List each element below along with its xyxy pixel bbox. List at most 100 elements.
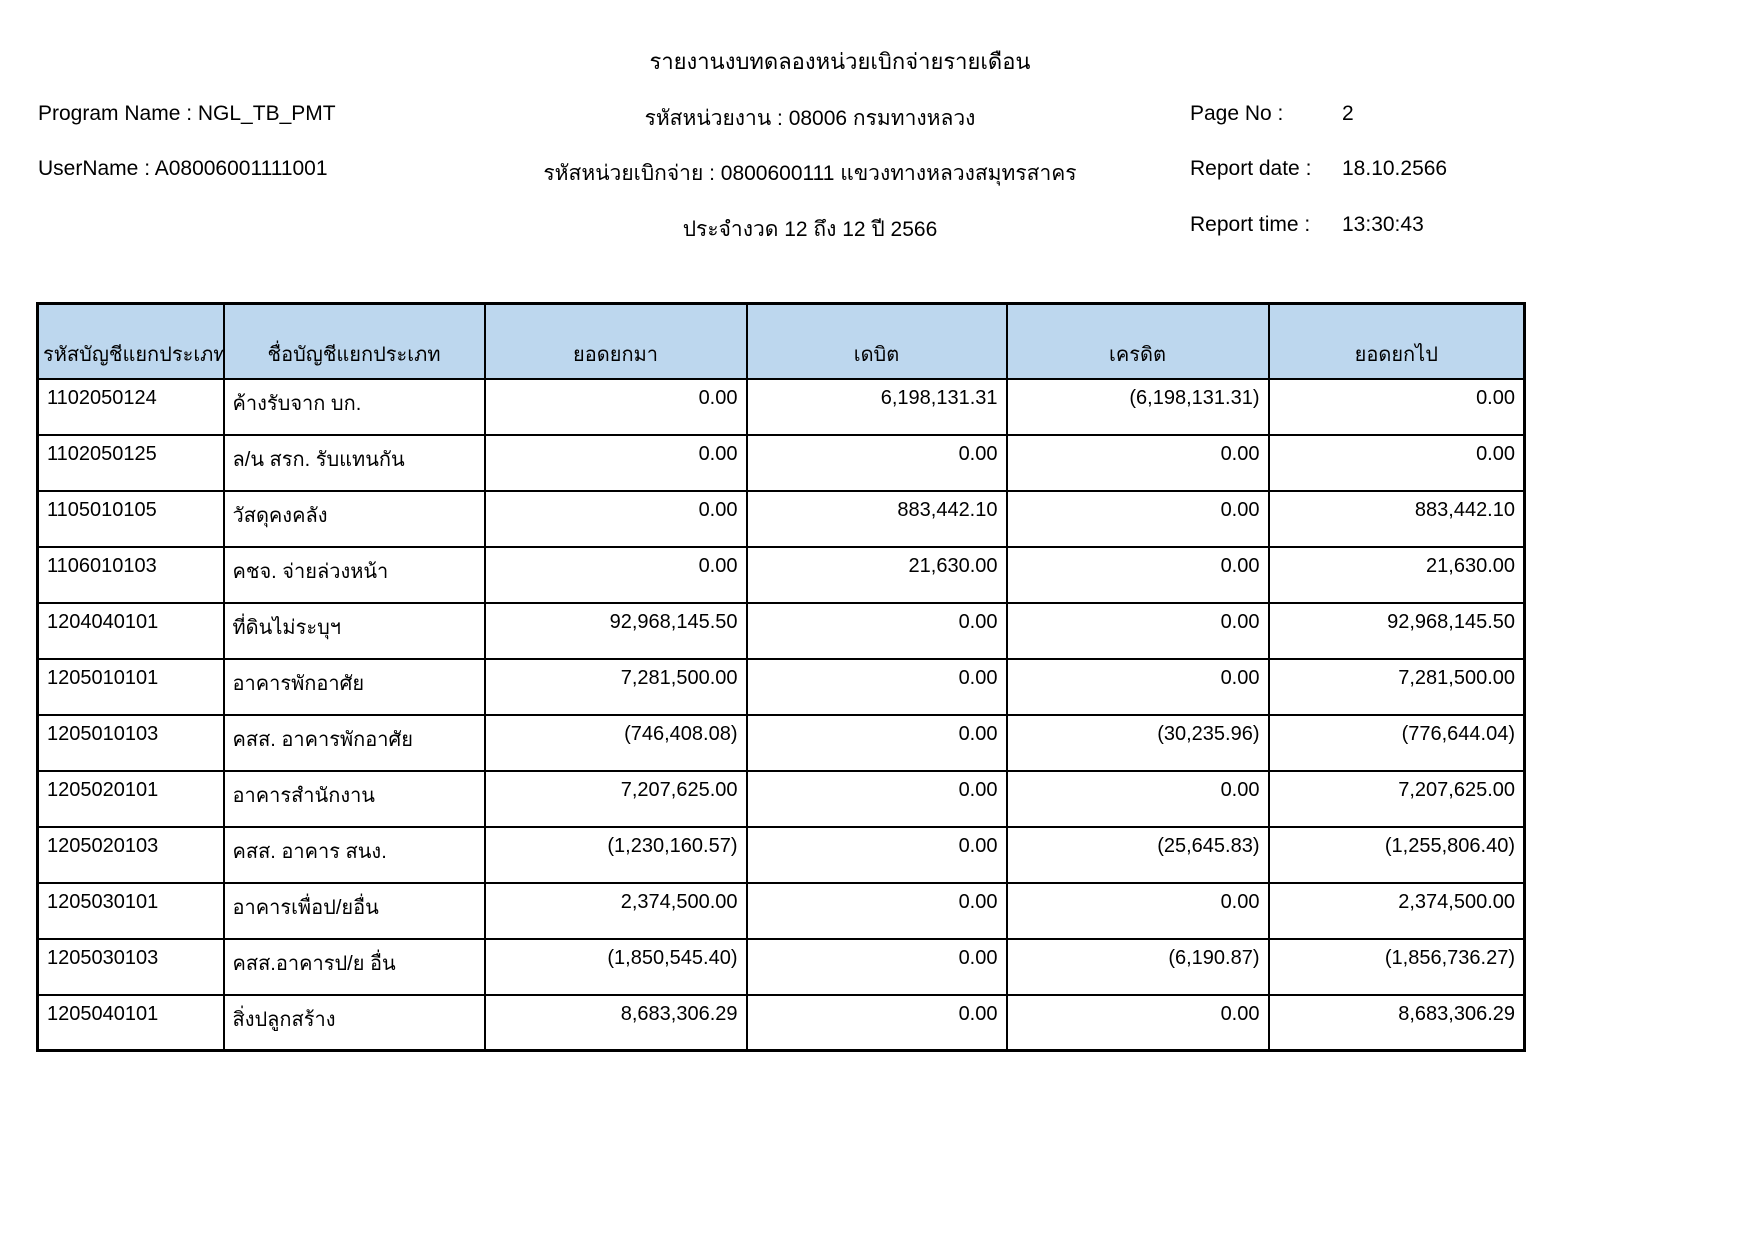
column-header-ending-balance: ยอดยกไป	[1267, 302, 1526, 380]
account-name-cell: อาคารพักอาศัย	[222, 657, 486, 716]
account-name-cell: อาคารเพื่อป/ยอื่น	[222, 881, 486, 940]
account-code-cell: 1205020103	[36, 825, 225, 884]
account-code-cell: 1106010103	[36, 545, 225, 604]
account-code-cell: 1205010103	[36, 713, 225, 772]
column-header-account-name: ชื่อบัญชีแยกประเภท	[222, 302, 486, 380]
ending-balance-cell: 0.00	[1267, 433, 1526, 492]
credit-cell: 0.00	[1005, 489, 1270, 548]
debit-cell: 0.00	[745, 433, 1008, 492]
debit-cell: 0.00	[745, 825, 1008, 884]
beginning-balance-cell: 0.00	[483, 545, 748, 604]
table-body: 1102050124 ค้างรับจาก บก. 0.00 6,198,131.31…	[36, 377, 1526, 1052]
credit-cell: 0.00	[1005, 433, 1270, 492]
table-row: 1205030103 คสส.อาคารป/ย อื่น (1,850,545.40…	[36, 937, 1526, 996]
credit-cell: (6,190.87)	[1005, 937, 1270, 996]
table-header: รหัสบัญชีแยกประเภท ชื่อบัญชีแยกประเภท ยอ…	[36, 302, 1526, 380]
account-name-cell: คสส.อาคารป/ย อื่น	[222, 937, 486, 996]
ending-balance-cell: 0.00	[1267, 377, 1526, 436]
account-code-cell: 1105010105	[36, 489, 225, 548]
account-code-cell: 1204040101	[36, 601, 225, 660]
beginning-balance-cell: 8,683,306.29	[483, 993, 748, 1052]
ending-balance-cell: (776,644.04)	[1267, 713, 1526, 772]
program-name-line: Program Name : NGL_TB_PMT	[38, 102, 336, 125]
account-name-cell: วัสดุคงคลัง	[222, 489, 486, 548]
ending-balance-cell: 92,968,145.50	[1267, 601, 1526, 660]
debit-cell: 0.00	[745, 713, 1008, 772]
column-header-debit: เดบิต	[745, 302, 1008, 380]
table-row: 1205010101 อาคารพักอาศัย 7,281,500.00 0.00 0…	[36, 657, 1526, 716]
debit-cell: 0.00	[745, 993, 1008, 1052]
ending-balance-cell: 8,683,306.29	[1267, 993, 1526, 1052]
beginning-balance-cell: 0.00	[483, 433, 748, 492]
table-row: 1205010103 คสส. อาคารพักอาศัย (746,408.08)…	[36, 713, 1526, 772]
credit-cell: (25,645.83)	[1005, 825, 1270, 884]
credit-cell: 0.00	[1005, 769, 1270, 828]
table-row: 1205020101 อาคารสำนักงาน 7,207,625.00 0.00 0…	[36, 769, 1526, 828]
account-name-cell: คชจ. จ่ายล่วงหน้า	[222, 545, 486, 604]
column-header-account-code: รหัสบัญชีแยกประเภท	[36, 302, 225, 380]
credit-cell: (30,235.96)	[1005, 713, 1270, 772]
ending-balance-cell: 7,281,500.00	[1267, 657, 1526, 716]
debit-cell: 6,198,131.31	[745, 377, 1008, 436]
table-row: 1205030101 อาคารเพื่อป/ยอื่น 2,374,500.00 0…	[36, 881, 1526, 940]
page-no-value: 2	[1342, 102, 1354, 125]
beginning-balance-cell: 0.00	[483, 489, 748, 548]
disbursement-unit-line: รหัสหน่วยเบิกจ่าย : 0800600111 แขวงทางหล…	[543, 162, 1077, 185]
table-row: 1102050125 ล/น สรก. รับแทนกัน 0.00 0.00 0.00…	[36, 433, 1526, 492]
account-name-cell: ที่ดินไม่ระบุฯ	[222, 601, 486, 660]
column-header-credit: เครดิต	[1005, 302, 1270, 380]
account-name-cell: ค้างรับจาก บก.	[222, 377, 486, 436]
account-name-cell: สิ่งปลูกสร้าง	[222, 993, 486, 1052]
ending-balance-cell: 2,374,500.00	[1267, 881, 1526, 940]
table-row: 1105010105 วัสดุคงคลัง 0.00 883,442.10 0.00 8…	[36, 489, 1526, 548]
ending-balance-cell: 21,630.00	[1267, 545, 1526, 604]
account-code-cell: 1102050124	[36, 377, 225, 436]
account-code-cell: 1205040101	[36, 993, 225, 1052]
ending-balance-cell: 7,207,625.00	[1267, 769, 1526, 828]
table-row: 1205040101 สิ่งปลูกสร้าง 8,683,306.29 0.00 0…	[36, 993, 1526, 1052]
agency-code-line: รหัสหน่วยงาน : 08006 กรมทางหลวง	[644, 107, 976, 130]
account-code-cell: 1205030103	[36, 937, 225, 996]
table-row: 1205020103 คสส. อาคาร สนง. (1,230,160.57) 0…	[36, 825, 1526, 884]
beginning-balance-cell: 7,207,625.00	[483, 769, 748, 828]
table-header-row: รหัสบัญชีแยกประเภท ชื่อบัญชีแยกประเภท ยอ…	[36, 302, 1526, 380]
ending-balance-cell: (1,255,806.40)	[1267, 825, 1526, 884]
beginning-balance-cell: (1,850,545.40)	[483, 937, 748, 996]
column-header-beginning-balance: ยอดยกมา	[483, 302, 748, 380]
account-name-cell: คสส. อาคารพักอาศัย	[222, 713, 486, 772]
table-row: 1204040101 ที่ดินไม่ระบุฯ 92,968,145.50 0.0…	[36, 601, 1526, 660]
account-code-cell: 1205010101	[36, 657, 225, 716]
page-no-label: Page No :	[1190, 102, 1284, 125]
debit-cell: 883,442.10	[745, 489, 1008, 548]
user-name-line: UserName : A08006001111001	[38, 157, 328, 180]
debit-cell: 0.00	[745, 769, 1008, 828]
account-name-cell: อาคารสำนักงาน	[222, 769, 486, 828]
debit-cell: 0.00	[745, 601, 1008, 660]
credit-cell: 0.00	[1005, 657, 1270, 716]
report-date-value: 18.10.2566	[1342, 157, 1448, 180]
beginning-balance-cell: (746,408.08)	[483, 713, 748, 772]
debit-cell: 0.00	[745, 937, 1008, 996]
account-code-cell: 1205020101	[36, 769, 225, 828]
report-time-value: 13:30:43	[1342, 213, 1424, 236]
account-code-cell: 1102050125	[36, 433, 225, 492]
credit-cell: 0.00	[1005, 601, 1270, 660]
credit-cell: 0.00	[1005, 881, 1270, 940]
period-line: ประจำงวด 12 ถึง 12 ปี 2566	[682, 218, 938, 241]
account-code-cell: 1205030101	[36, 881, 225, 940]
account-name-cell: ล/น สรก. รับแทนกัน	[222, 433, 486, 492]
ending-balance-cell: 883,442.10	[1267, 489, 1526, 548]
beginning-balance-cell: (1,230,160.57)	[483, 825, 748, 884]
account-name-cell: คสส. อาคาร สนง.	[222, 825, 486, 884]
ending-balance-cell: (1,856,736.27)	[1267, 937, 1526, 996]
beginning-balance-cell: 92,968,145.50	[483, 601, 748, 660]
debit-cell: 21,630.00	[745, 545, 1008, 604]
trial-balance-table: รหัสบัญชีแยกประเภท ชื่อบัญชีแยกประเภท ยอ…	[36, 302, 1526, 1052]
credit-cell: 0.00	[1005, 545, 1270, 604]
table-row: 1102050124 ค้างรับจาก บก. 0.00 6,198,131.31…	[36, 377, 1526, 436]
beginning-balance-cell: 0.00	[483, 377, 748, 436]
table-row: 1106010103 คชจ. จ่ายล่วงหน้า 0.00 21,630.00…	[36, 545, 1526, 604]
report-title: รายงานงบทดลองหน่วยเบิกจ่ายรายเดือน	[649, 49, 1031, 74]
beginning-balance-cell: 7,281,500.00	[483, 657, 748, 716]
